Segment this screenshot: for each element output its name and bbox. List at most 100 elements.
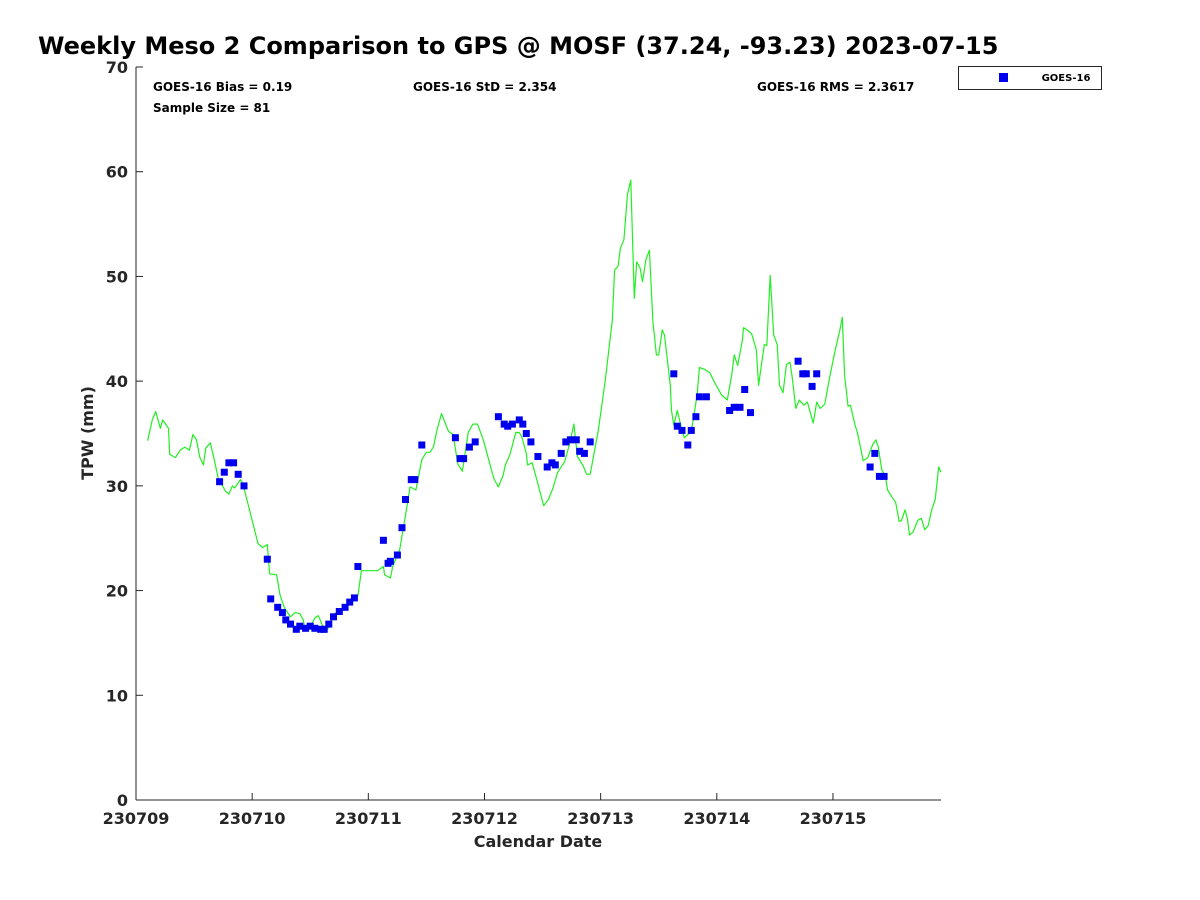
x-axis-label: Calendar Date — [474, 832, 603, 851]
goes16-point — [341, 603, 349, 611]
legend-label-goes16: GOES-16 — [1042, 73, 1091, 84]
goes16-point — [274, 603, 282, 611]
goes16-point — [866, 463, 874, 471]
y-tick-label: 20 — [106, 582, 128, 601]
goes16-point — [557, 449, 565, 457]
goes16-point — [393, 551, 401, 559]
goes16-point — [386, 557, 394, 565]
bias-stat: GOES-16 Bias = 0.19 — [153, 80, 292, 94]
goes16-point — [871, 449, 879, 457]
legend-marker-goes16 — [999, 73, 1008, 82]
goes16-point — [302, 624, 310, 632]
goes16-point — [379, 536, 387, 544]
goes16-point — [504, 422, 512, 430]
goes16-point — [687, 426, 695, 434]
x-tick-label: 230713 — [567, 809, 634, 828]
x-tick-label: 230714 — [683, 809, 750, 828]
goes16-point — [471, 438, 479, 446]
goes16-point — [730, 403, 738, 411]
goes16-point — [460, 455, 468, 463]
y-tick-label: 0 — [117, 791, 128, 810]
goes16-point — [580, 449, 588, 457]
goes16-point — [747, 409, 754, 417]
goes16-point — [240, 482, 248, 490]
gps-series-line — [147, 179, 942, 634]
std-stat: GOES-16 StD = 2.354 — [413, 80, 556, 94]
goes16-point — [741, 386, 749, 393]
goes16-point — [267, 595, 275, 603]
goes16-point — [678, 426, 686, 434]
goes16-point — [234, 470, 242, 478]
goes16-point — [230, 459, 238, 467]
goes16-point — [692, 413, 700, 421]
goes16-point — [346, 598, 354, 606]
goes16-point — [572, 436, 580, 444]
legend: GOES-16 — [958, 66, 1102, 90]
chart-title: Weekly Meso 2 Comparison to GPS @ MOSF (… — [38, 32, 998, 60]
goes16-point — [543, 463, 551, 471]
goes16-point — [335, 608, 343, 615]
goes16-point — [562, 438, 570, 446]
goes16-point — [494, 413, 502, 421]
goes16-point — [875, 472, 883, 480]
goes16-point — [282, 616, 290, 624]
goes16-point — [551, 461, 559, 469]
goes16-point — [519, 420, 527, 428]
rms-stat: GOES-16 RMS = 2.3617 — [757, 80, 914, 94]
goes16-point — [576, 447, 584, 455]
goes16-point — [522, 430, 530, 437]
goes16-point — [287, 620, 294, 628]
x-tick-label: 230715 — [800, 809, 867, 828]
goes16-point — [418, 441, 426, 449]
goes16-point — [220, 468, 228, 476]
y-tick-label: 30 — [106, 477, 128, 496]
x-tick-label: 230712 — [451, 809, 518, 828]
x-tick-label: 230709 — [103, 809, 170, 828]
y-tick-label: 60 — [106, 163, 128, 182]
goes16-point — [263, 555, 271, 563]
goes16-point — [586, 438, 594, 446]
goes16-point — [695, 393, 703, 401]
y-tick-label: 40 — [106, 372, 128, 391]
goes16-point — [534, 453, 542, 460]
goes16-point — [330, 613, 337, 621]
goes16-point — [673, 422, 681, 430]
x-tick-label: 230710 — [219, 809, 286, 828]
x-ticks: 230709 230710 230711 230712 230713 230714 2307… — [103, 793, 867, 828]
goes16-point — [320, 625, 328, 633]
goes16-point — [296, 622, 304, 630]
goes16-point — [684, 441, 692, 449]
goes16-point — [411, 476, 419, 484]
goes16-point — [726, 407, 734, 414]
goes16-point — [402, 496, 409, 503]
goes16-point — [278, 609, 286, 617]
goes16-point — [225, 459, 233, 467]
goes16-point — [451, 434, 459, 442]
goes16-point — [802, 370, 810, 378]
goes16-point — [566, 436, 574, 444]
x-tick-label: 230711 — [335, 809, 402, 828]
goes16-point — [508, 420, 516, 428]
goes16-point — [216, 478, 224, 486]
goes16-point — [736, 403, 744, 411]
sample-size-stat: Sample Size = 81 — [153, 101, 270, 115]
goes16-point — [354, 563, 362, 570]
goes16-point — [311, 624, 319, 632]
y-ticks: 0 10 20 30 40 50 60 70 — [106, 58, 143, 810]
goes16-point — [350, 594, 358, 602]
goes16-point — [325, 620, 333, 628]
goes16-point — [515, 416, 523, 424]
goes16-point — [808, 382, 816, 390]
goes16-point — [813, 370, 821, 378]
y-tick-label: 70 — [106, 58, 128, 77]
y-axis-label: TPW (mm) — [78, 386, 97, 480]
goes16-point — [398, 524, 406, 532]
y-tick-label: 50 — [106, 267, 128, 286]
y-tick-label: 10 — [106, 686, 128, 705]
goes16-point — [306, 622, 314, 630]
goes16-point — [794, 357, 802, 365]
goes16-point — [465, 443, 473, 451]
goes16-point — [527, 438, 535, 446]
